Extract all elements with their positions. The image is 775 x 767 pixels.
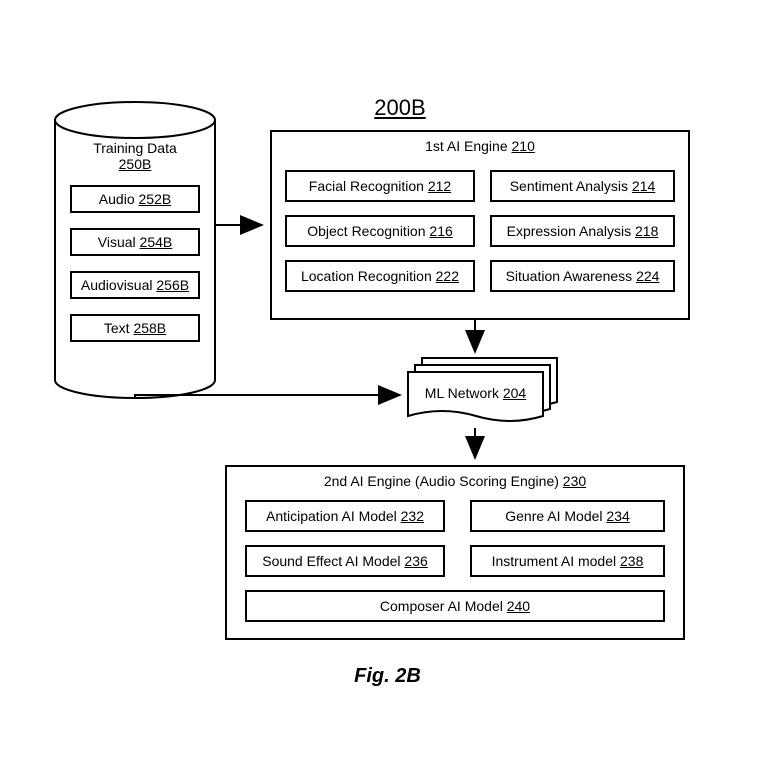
engine2-composer-text: Composer AI Model xyxy=(380,598,503,614)
engine1-object-ref: 216 xyxy=(429,223,452,239)
ml-network-ref: 204 xyxy=(503,385,526,401)
ml-network-label: ML Network 204 xyxy=(408,385,543,401)
engine1-situation: Situation Awareness 224 xyxy=(490,260,675,292)
cyl-item-audio-text: Audio xyxy=(99,191,135,207)
engine1-location-text: Location Recognition xyxy=(301,268,432,284)
engine2-title-ref: 230 xyxy=(563,473,586,489)
ml-network-text: ML Network xyxy=(425,385,499,401)
training-data-title: Training Data 250B xyxy=(55,140,215,172)
engine2-composer: Composer AI Model 240 xyxy=(245,590,665,622)
engine2-instrument-ref: 238 xyxy=(620,553,643,569)
figure-caption-text: Fig. 2B xyxy=(354,665,421,687)
engine2-title: 2nd AI Engine (Audio Scoring Engine) 230 xyxy=(225,473,685,489)
cyl-item-audiovisual-text: Audiovisual xyxy=(81,277,153,293)
cyl-item-text-ref: 258B xyxy=(133,320,166,336)
engine1-title: 1st AI Engine 210 xyxy=(270,138,690,154)
diagram-canvas: 200B xyxy=(0,0,775,767)
engine1-object-text: Object Recognition xyxy=(307,223,425,239)
engine2-title-text: 2nd AI Engine (Audio Scoring Engine) xyxy=(324,473,559,489)
engine1-title-ref: 210 xyxy=(512,138,535,154)
cyl-item-visual-ref: 254B xyxy=(140,234,173,250)
cyl-item-audio-ref: 252B xyxy=(139,191,172,207)
engine1-situation-ref: 224 xyxy=(636,268,659,284)
engine1-expression: Expression Analysis 218 xyxy=(490,215,675,247)
engine1-location-ref: 222 xyxy=(436,268,459,284)
engine1-facial: Facial Recognition 212 xyxy=(285,170,475,202)
engine2-sfx-text: Sound Effect AI Model xyxy=(262,553,400,569)
engine2-genre-ref: 234 xyxy=(606,508,629,524)
cyl-item-audio: Audio 252B xyxy=(70,185,200,213)
engine2-sfx: Sound Effect AI Model 236 xyxy=(245,545,445,577)
cyl-item-text-text: Text xyxy=(104,320,130,336)
training-data-title-ref: 250B xyxy=(119,156,152,172)
figure-main-ref-text: 200B xyxy=(374,95,425,120)
engine1-sentiment: Sentiment Analysis 214 xyxy=(490,170,675,202)
engine1-facial-ref: 212 xyxy=(428,178,451,194)
engine1-sentiment-ref: 214 xyxy=(632,178,655,194)
cyl-item-audiovisual-ref: 256B xyxy=(156,277,189,293)
cyl-item-text: Text 258B xyxy=(70,314,200,342)
engine2-instrument: Instrument AI model 238 xyxy=(470,545,665,577)
engine1-situation-text: Situation Awareness xyxy=(506,268,633,284)
engine2-instrument-text: Instrument AI model xyxy=(492,553,617,569)
engine1-expression-text: Expression Analysis xyxy=(507,223,632,239)
engine1-facial-text: Facial Recognition xyxy=(309,178,424,194)
engine2-genre-text: Genre AI Model xyxy=(505,508,602,524)
engine2-sfx-ref: 236 xyxy=(404,553,427,569)
cyl-item-audiovisual: Audiovisual 256B xyxy=(70,271,200,299)
training-data-title-text: Training Data xyxy=(93,140,177,156)
engine1-location: Location Recognition 222 xyxy=(285,260,475,292)
engine2-composer-ref: 240 xyxy=(507,598,530,614)
engine1-title-text: 1st AI Engine xyxy=(425,138,508,154)
engine2-anticipation-ref: 232 xyxy=(401,508,424,524)
cyl-item-visual: Visual 254B xyxy=(70,228,200,256)
figure-caption: Fig. 2B xyxy=(0,665,775,688)
engine1-object: Object Recognition 216 xyxy=(285,215,475,247)
engine2-genre: Genre AI Model 234 xyxy=(470,500,665,532)
arrow-cyl-to-ml xyxy=(135,395,400,398)
engine1-sentiment-text: Sentiment Analysis xyxy=(510,178,628,194)
cyl-item-visual-text: Visual xyxy=(98,234,136,250)
engine2-anticipation: Anticipation AI Model 232 xyxy=(245,500,445,532)
engine2-anticipation-text: Anticipation AI Model xyxy=(266,508,397,524)
engine1-expression-ref: 218 xyxy=(635,223,658,239)
figure-main-ref: 200B xyxy=(355,95,445,121)
